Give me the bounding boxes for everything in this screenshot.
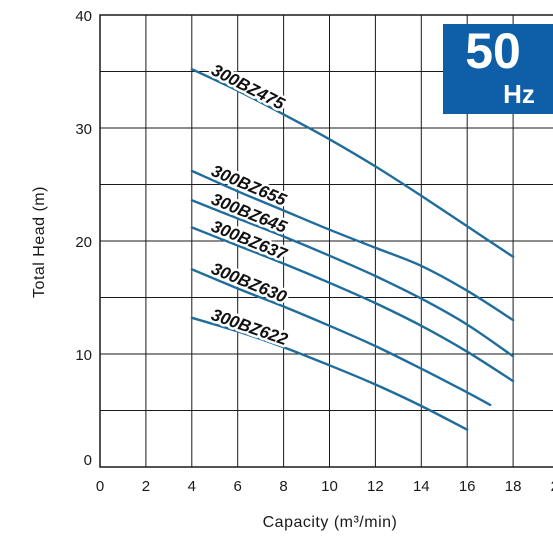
frequency-badge: 50 Hz bbox=[443, 23, 553, 114]
y-tick-label: 0 bbox=[84, 452, 92, 469]
x-axis-title: Capacity (m³/min) bbox=[263, 514, 398, 531]
x-tick-label: 18 bbox=[505, 478, 522, 495]
x-tick-label: 12 bbox=[367, 478, 384, 495]
x-tick-label: 6 bbox=[234, 478, 242, 495]
y-axis-title: Total Head (m) bbox=[31, 186, 48, 298]
curve-300bz630 bbox=[190, 268, 492, 407]
grid bbox=[99, 14, 553, 468]
x-tick-label: 8 bbox=[279, 478, 287, 495]
curve-label: 300BZ622 bbox=[209, 305, 291, 349]
x-tick-label: 10 bbox=[321, 478, 338, 495]
performance-curves bbox=[190, 68, 515, 431]
curve-300bz637 bbox=[190, 226, 515, 383]
tick-labels: 0 2 4 6 8 10 12 14 16 18 20 0 10 20 30 40 bbox=[75, 8, 553, 495]
badge-unit: Hz bbox=[503, 79, 535, 109]
x-tick-label: 2 bbox=[142, 478, 150, 495]
x-tick-label: 4 bbox=[188, 478, 196, 495]
x-tick-label: 0 bbox=[96, 478, 104, 495]
y-tick-label: 10 bbox=[75, 347, 92, 364]
curve-label: 300BZ475 bbox=[208, 60, 288, 113]
x-tick-label: 20 bbox=[551, 478, 553, 495]
x-tick-label: 16 bbox=[459, 478, 476, 495]
curve-300bz645 bbox=[190, 199, 515, 358]
curve-labels: 300BZ475300BZ655300BZ645300BZ637300BZ630… bbox=[206, 58, 294, 352]
badge-background bbox=[443, 24, 553, 114]
curve-300bz475 bbox=[190, 68, 515, 258]
y-tick-label: 30 bbox=[75, 121, 92, 138]
x-tick-label: 14 bbox=[413, 478, 430, 495]
badge-number: 50 bbox=[465, 23, 521, 79]
curve-300bz622 bbox=[190, 316, 469, 431]
plot-frame bbox=[99, 14, 553, 468]
curve-label: 300BZ630 bbox=[209, 259, 290, 307]
curve-300bz655 bbox=[190, 169, 515, 322]
y-tick-label: 40 bbox=[75, 8, 92, 25]
y-tick-label: 20 bbox=[75, 234, 92, 251]
